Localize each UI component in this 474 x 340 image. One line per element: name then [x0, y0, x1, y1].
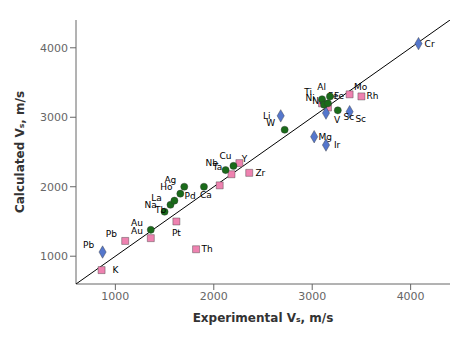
svg-text:Fe: Fe: [334, 91, 345, 101]
svg-text:Mo: Mo: [354, 82, 368, 93]
svg-text:Ni: Ni: [306, 93, 315, 103]
svg-text:4000: 4000: [397, 290, 425, 303]
svg-text:Ir: Ir: [334, 140, 341, 150]
svg-text:Nb: Nb: [205, 158, 218, 168]
svg-text:Experimental Vₛ, m/s: Experimental Vₛ, m/s: [193, 311, 334, 325]
svg-text:K: K: [113, 265, 120, 275]
svg-text:Calculated Vₛ, m/s: Calculated Vₛ, m/s: [13, 91, 27, 213]
svg-text:Tb: Tb: [154, 205, 166, 215]
svg-text:Au: Au: [131, 226, 143, 237]
svg-text:Y: Y: [241, 154, 248, 164]
svg-text:Sc: Sc: [355, 114, 366, 124]
svg-text:Cu: Cu: [219, 151, 231, 161]
svg-text:W: W: [266, 118, 275, 128]
svg-text:2000: 2000: [200, 290, 228, 303]
svg-text:Pb: Pb: [106, 229, 117, 239]
svg-text:Rh: Rh: [367, 91, 379, 101]
svg-text:V: V: [334, 115, 341, 125]
svg-text:Mg: Mg: [318, 131, 332, 142]
svg-text:Ag: Ag: [164, 175, 176, 185]
svg-text:Au: Au: [131, 218, 143, 228]
svg-text:Al: Al: [317, 82, 326, 92]
svg-text:1000: 1000: [101, 290, 129, 303]
svg-text:Zr: Zr: [255, 168, 265, 178]
svg-text:Cr: Cr: [425, 39, 435, 49]
svg-text:Sc: Sc: [344, 112, 355, 122]
svg-text:Pd: Pd: [184, 191, 195, 201]
svg-text:1000: 1000: [40, 250, 68, 263]
svg-text:3000: 3000: [40, 111, 68, 124]
svg-text:La: La: [151, 193, 162, 203]
svg-text:Pt: Pt: [172, 228, 181, 238]
svg-text:2000: 2000: [40, 181, 68, 194]
svg-text:Ca: Ca: [200, 190, 212, 200]
svg-text:Ho: Ho: [160, 181, 173, 192]
svg-text:3000: 3000: [298, 290, 326, 303]
svg-text:Li: Li: [263, 110, 271, 121]
svg-text:Pb: Pb: [83, 240, 94, 250]
svg-text:4000: 4000: [40, 42, 68, 55]
svg-text:Th: Th: [201, 244, 213, 254]
